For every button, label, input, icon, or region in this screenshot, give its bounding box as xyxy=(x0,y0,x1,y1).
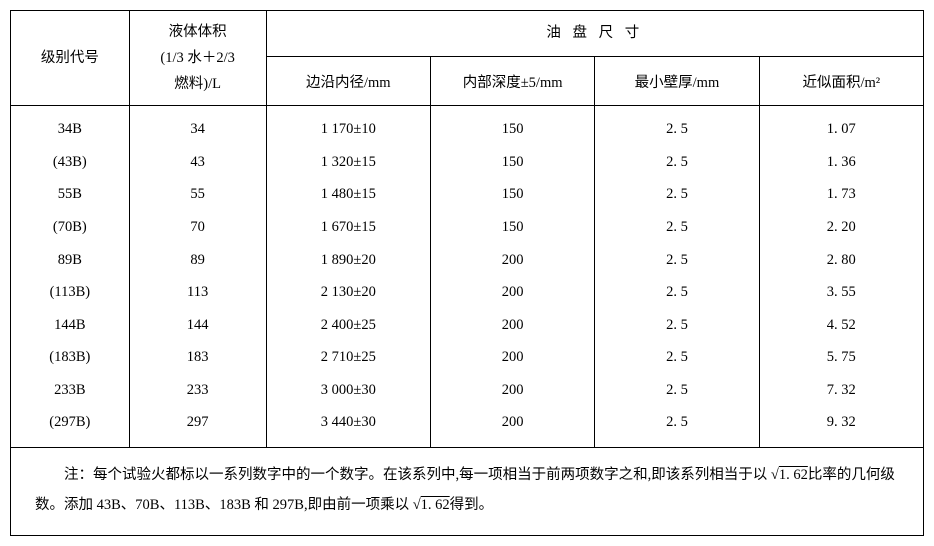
cell-vol: 43 xyxy=(129,146,266,179)
cell-vol: 144 xyxy=(129,309,266,342)
table-row: (113B)1132 130±202002. 53. 55 xyxy=(11,277,924,310)
cell-vol: 183 xyxy=(129,342,266,375)
cell-area: 3. 55 xyxy=(759,277,923,310)
cell-area: 7. 32 xyxy=(759,374,923,407)
cell-dia: 2 130±20 xyxy=(266,277,430,310)
cell-wall: 2. 5 xyxy=(595,277,759,310)
table-row: (43B)431 320±151502. 51. 36 xyxy=(11,146,924,179)
cell-code: (113B) xyxy=(11,277,130,310)
cell-area: 5. 75 xyxy=(759,342,923,375)
table-row: (70B)701 670±151502. 52. 20 xyxy=(11,211,924,244)
cell-area: 4. 52 xyxy=(759,309,923,342)
cell-depth: 150 xyxy=(430,179,594,212)
cell-vol: 233 xyxy=(129,374,266,407)
cell-depth: 200 xyxy=(430,309,594,342)
table-row: 55B551 480±151502. 51. 73 xyxy=(11,179,924,212)
cell-area: 1. 36 xyxy=(759,146,923,179)
header-edge-diameter: 边沿内径/mm xyxy=(266,57,430,106)
cell-depth: 200 xyxy=(430,277,594,310)
tray-size-table: 级别代号 液体体积 (1/3 水＋2/3 燃料)/L 油 盘 尺 寸 边沿内径/… xyxy=(10,10,924,536)
cell-code: (70B) xyxy=(11,211,130,244)
cell-area: 1. 07 xyxy=(759,106,923,147)
cell-code: (43B) xyxy=(11,146,130,179)
table-row: (183B)1832 710±252002. 55. 75 xyxy=(11,342,924,375)
cell-code: 144B xyxy=(11,309,130,342)
cell-vol: 70 xyxy=(129,211,266,244)
cell-dia: 2 710±25 xyxy=(266,342,430,375)
cell-depth: 200 xyxy=(430,342,594,375)
cell-dia: 1 670±15 xyxy=(266,211,430,244)
cell-wall: 2. 5 xyxy=(595,309,759,342)
cell-code: (183B) xyxy=(11,342,130,375)
cell-depth: 150 xyxy=(430,106,594,147)
header-approx-area: 近似面积/m² xyxy=(759,57,923,106)
cell-vol: 297 xyxy=(129,407,266,448)
cell-code: 89B xyxy=(11,244,130,277)
cell-vol: 55 xyxy=(129,179,266,212)
cell-area: 2. 80 xyxy=(759,244,923,277)
table-row: 233B2333 000±302002. 57. 32 xyxy=(11,374,924,407)
cell-wall: 2. 5 xyxy=(595,342,759,375)
cell-code: 233B xyxy=(11,374,130,407)
table-row: 144B1442 400±252002. 54. 52 xyxy=(11,309,924,342)
table-row: 89B891 890±202002. 52. 80 xyxy=(11,244,924,277)
cell-area: 1. 73 xyxy=(759,179,923,212)
cell-wall: 2. 5 xyxy=(595,374,759,407)
header-inner-depth: 内部深度±5/mm xyxy=(430,57,594,106)
table-row: (297B)2973 440±302002. 59. 32 xyxy=(11,407,924,448)
cell-vol: 113 xyxy=(129,277,266,310)
cell-wall: 2. 5 xyxy=(595,211,759,244)
cell-code: 34B xyxy=(11,106,130,147)
cell-area: 2. 20 xyxy=(759,211,923,244)
header-volume-l2: (1/3 水＋2/3 xyxy=(160,50,235,66)
cell-wall: 2. 5 xyxy=(595,179,759,212)
note-p1: 每个试验火都标以一系列数字中的一个数字。在该系列中,每一项相当于前两项数字之和,… xyxy=(93,467,771,483)
header-min-wall: 最小壁厚/mm xyxy=(595,57,759,106)
cell-wall: 2. 5 xyxy=(595,407,759,448)
cell-wall: 2. 5 xyxy=(595,146,759,179)
cell-depth: 200 xyxy=(430,374,594,407)
cell-wall: 2. 5 xyxy=(595,244,759,277)
cell-wall: 2. 5 xyxy=(595,106,759,147)
cell-dia: 3 440±30 xyxy=(266,407,430,448)
table-note: 注：每个试验火都标以一系列数字中的一个数字。在该系列中,每一项相当于前两项数字之… xyxy=(11,447,924,535)
cell-area: 9. 32 xyxy=(759,407,923,448)
cell-dia: 1 170±10 xyxy=(266,106,430,147)
cell-depth: 200 xyxy=(430,244,594,277)
cell-vol: 89 xyxy=(129,244,266,277)
header-volume-l3: 燃料)/L xyxy=(174,76,221,92)
header-volume-l1: 液体体积 xyxy=(169,24,227,40)
header-volume: 液体体积 (1/3 水＋2/3 燃料)/L xyxy=(129,11,266,106)
cell-depth: 150 xyxy=(430,146,594,179)
note-label: 注： xyxy=(64,467,93,483)
cell-vol: 34 xyxy=(129,106,266,147)
cell-dia: 1 480±15 xyxy=(266,179,430,212)
cell-dia: 2 400±25 xyxy=(266,309,430,342)
cell-dia: 1 890±20 xyxy=(266,244,430,277)
header-code: 级别代号 xyxy=(11,11,130,106)
cell-dia: 3 000±30 xyxy=(266,374,430,407)
note-sqrt1: 1. 62 xyxy=(779,467,808,483)
cell-code: (297B) xyxy=(11,407,130,448)
cell-depth: 200 xyxy=(430,407,594,448)
cell-dia: 1 320±15 xyxy=(266,146,430,179)
header-tray-size: 油 盘 尺 寸 xyxy=(266,11,923,57)
cell-code: 55B xyxy=(11,179,130,212)
cell-depth: 150 xyxy=(430,211,594,244)
table-row: 34B341 170±101502. 51. 07 xyxy=(11,106,924,147)
